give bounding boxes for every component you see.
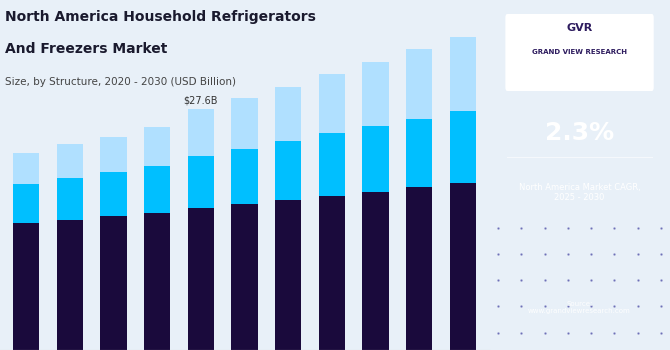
Bar — [450, 111, 476, 183]
Bar — [100, 137, 127, 173]
Bar — [231, 204, 258, 350]
Bar — [144, 212, 170, 350]
Bar — [188, 108, 214, 156]
Bar — [231, 149, 258, 204]
Bar — [319, 133, 345, 196]
Bar — [57, 177, 83, 220]
Bar — [100, 173, 127, 216]
Bar — [144, 127, 170, 166]
Bar — [100, 216, 127, 350]
Bar — [319, 74, 345, 133]
Text: GRAND VIEW RESEARCH: GRAND VIEW RESEARCH — [532, 49, 627, 56]
Text: Source:
www.grandviewresearch.com: Source: www.grandviewresearch.com — [528, 301, 631, 315]
Text: 2.3%: 2.3% — [545, 121, 614, 145]
Bar — [13, 223, 40, 350]
Bar — [57, 220, 83, 350]
Bar — [231, 98, 258, 149]
Bar — [275, 141, 302, 200]
Bar — [144, 166, 170, 212]
Bar — [362, 192, 389, 350]
Text: North America Market CAGR,
2025 - 2030: North America Market CAGR, 2025 - 2030 — [519, 183, 641, 202]
Bar — [450, 37, 476, 111]
Bar — [188, 208, 214, 350]
Text: $27.6B: $27.6B — [184, 96, 218, 106]
Bar — [362, 126, 389, 192]
Text: Size, by Structure, 2020 - 2030 (USD Billion): Size, by Structure, 2020 - 2030 (USD Bil… — [5, 77, 236, 87]
Bar — [13, 184, 40, 223]
Bar — [188, 156, 214, 208]
Bar — [406, 49, 432, 119]
Bar — [362, 62, 389, 126]
Bar — [319, 196, 345, 350]
Bar — [406, 187, 432, 350]
Bar — [13, 153, 40, 184]
Bar — [275, 87, 302, 141]
Bar — [406, 119, 432, 187]
Text: North America Household Refrigerators: North America Household Refrigerators — [5, 10, 316, 25]
Bar — [57, 144, 83, 178]
Text: And Freezers Market: And Freezers Market — [5, 42, 168, 56]
Bar — [275, 200, 302, 350]
Text: GVR: GVR — [566, 23, 593, 33]
FancyBboxPatch shape — [505, 14, 654, 91]
Bar — [450, 183, 476, 350]
